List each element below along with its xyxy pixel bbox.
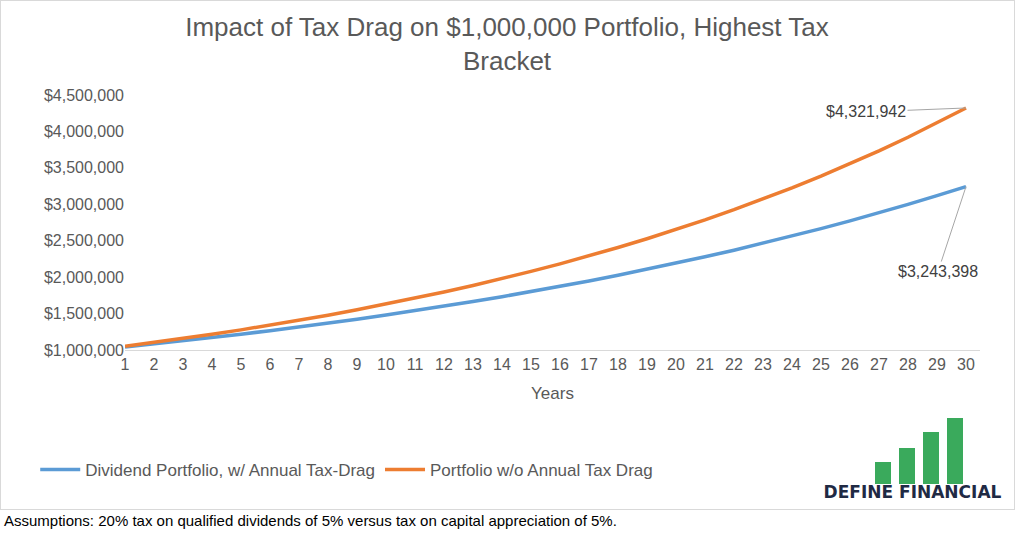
svg-text:6: 6 bbox=[266, 356, 275, 373]
svg-text:Portfolio w/o Annual Tax Drag: Portfolio w/o Annual Tax Drag bbox=[430, 461, 653, 480]
svg-text:20: 20 bbox=[667, 356, 685, 373]
svg-text:1: 1 bbox=[121, 356, 130, 373]
svg-text:25: 25 bbox=[812, 356, 830, 373]
svg-text:Dividend Portfolio, w/ Annual: Dividend Portfolio, w/ Annual Tax-Drag bbox=[85, 461, 375, 480]
html-text:DEFINE FINANCIAL: DEFINE FINANCIAL bbox=[823, 482, 1002, 502]
svg-text:10: 10 bbox=[377, 356, 395, 373]
svg-text:8: 8 bbox=[324, 356, 333, 373]
svg-text:$2,000,000: $2,000,000 bbox=[44, 269, 124, 286]
svg-text:Impact of Tax Drag on $1,000,0: Impact of Tax Drag on $1,000,000 Portfol… bbox=[185, 12, 829, 76]
svg-text:4: 4 bbox=[208, 356, 217, 373]
svg-text:28: 28 bbox=[899, 356, 917, 373]
svg-text:12: 12 bbox=[435, 356, 453, 373]
svg-text:$4,000,000: $4,000,000 bbox=[44, 123, 124, 140]
svg-text:$4,500,000: $4,500,000 bbox=[44, 87, 124, 104]
svg-text:15: 15 bbox=[522, 356, 540, 373]
svg-text:11: 11 bbox=[407, 356, 424, 373]
svg-text:$4,321,942: $4,321,942 bbox=[826, 103, 906, 120]
svg-text:13: 13 bbox=[464, 356, 482, 373]
svg-text:18: 18 bbox=[609, 356, 627, 373]
svg-text:9: 9 bbox=[353, 356, 362, 373]
svg-text:$1,500,000: $1,500,000 bbox=[44, 305, 124, 322]
svg-text:3: 3 bbox=[179, 356, 188, 373]
svg-text:$2,500,000: $2,500,000 bbox=[44, 232, 124, 249]
svg-text:7: 7 bbox=[295, 356, 304, 373]
svg-text:2: 2 bbox=[150, 356, 159, 373]
svg-text:$3,243,398: $3,243,398 bbox=[898, 263, 978, 280]
svg-text:16: 16 bbox=[551, 356, 569, 373]
svg-text:26: 26 bbox=[841, 356, 859, 373]
html-text:Assumptions: 20% tax on qualif: Assumptions: 20% tax on qualified divide… bbox=[4, 512, 617, 529]
svg-text:17: 17 bbox=[580, 356, 598, 373]
svg-text:30: 30 bbox=[957, 356, 975, 373]
svg-text:23: 23 bbox=[754, 356, 772, 373]
svg-text:$3,500,000: $3,500,000 bbox=[44, 159, 124, 176]
svg-text:$3,000,000: $3,000,000 bbox=[44, 196, 124, 213]
svg-text:5: 5 bbox=[237, 356, 246, 373]
svg-text:14: 14 bbox=[493, 356, 511, 373]
svg-text:21: 21 bbox=[696, 356, 714, 373]
svg-text:19: 19 bbox=[638, 356, 656, 373]
svg-text:27: 27 bbox=[870, 356, 888, 373]
svg-text:$1,000,000: $1,000,000 bbox=[44, 342, 124, 359]
svg-text:24: 24 bbox=[783, 356, 801, 373]
svg-text:29: 29 bbox=[928, 356, 946, 373]
svg-text:Years: Years bbox=[531, 384, 574, 403]
svg-text:22: 22 bbox=[725, 356, 743, 373]
